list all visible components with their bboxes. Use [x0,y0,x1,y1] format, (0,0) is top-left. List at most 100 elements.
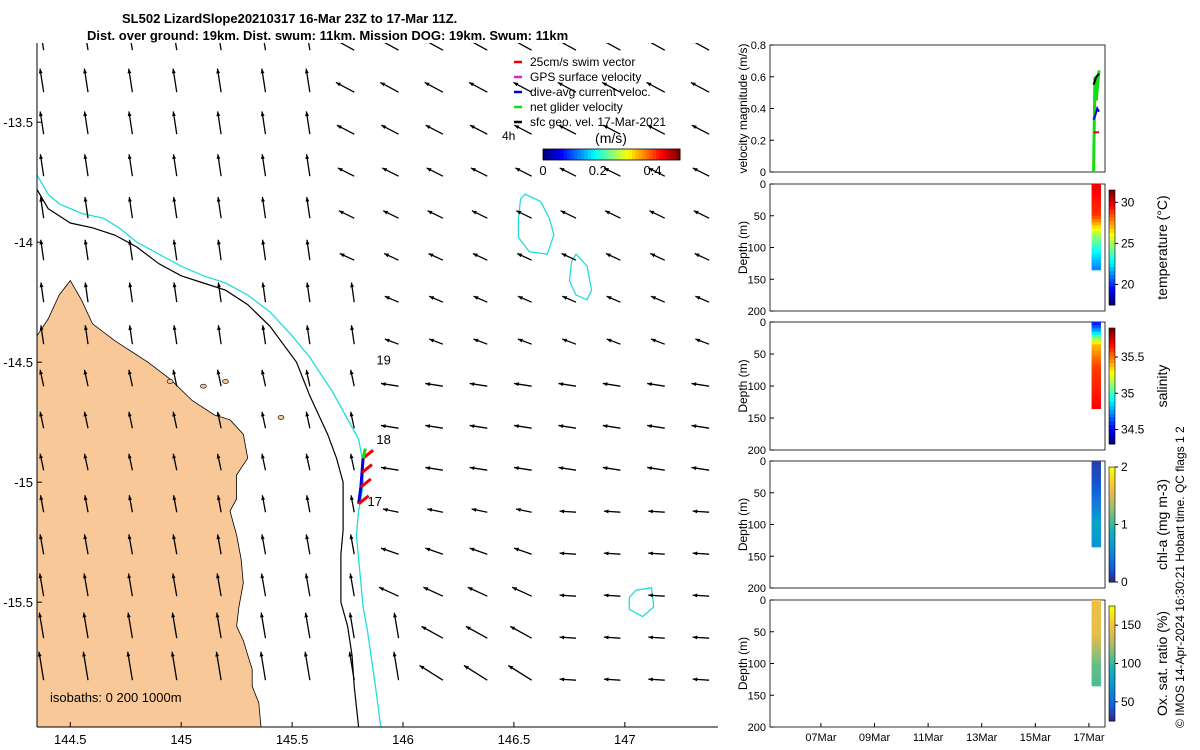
colorbar-tick-label: 20 [1121,277,1135,291]
panel-y-tick-label: 100 [748,243,766,255]
colorbar-segment [632,149,636,160]
colorbar-segment [1109,405,1115,410]
velocity-arrow [83,154,89,177]
velocity-arrow [515,508,532,513]
colorbar-segment [614,149,619,160]
velocity-arrow [428,252,444,261]
colorbar-segment [1109,709,1115,714]
colorbar-label: Ox. sat. ratio (%) [1154,611,1170,716]
velocity-arrow [513,466,532,471]
velocity-arrow [392,651,400,681]
velocity-arrow [393,612,400,639]
velocity-arrow [83,196,89,219]
velocity-arrow [261,369,267,387]
velocity-arrow [426,43,444,51]
velocity-arrow [260,612,267,639]
panel-frame [769,321,1106,451]
panel-y-tick-label: 0.2 [751,135,766,147]
velocity-arrow [260,534,267,555]
profile-cell [1091,209,1101,214]
colorbar-segment [1109,282,1115,287]
colorbar-segment [573,149,578,160]
velocity-arrow [517,338,532,345]
colorbar-segment [1109,547,1115,552]
velocity-arrow [560,210,577,219]
profile-cell [1091,247,1101,252]
velocity-arrow [473,338,488,345]
legend-label-gps: GPS surface velocity [530,70,641,84]
velocity-arrow [381,167,399,177]
velocity-arrow [384,338,399,345]
series-net_glider [1092,70,1101,173]
velocity-arrow [215,651,222,681]
profile-cell [1091,615,1101,620]
profile-cell [1091,212,1101,217]
isobath-1000m-contour [517,193,555,255]
velocity-arrow [38,573,45,597]
colorbar-segment [1109,474,1115,479]
title-line-2: Dist. over ground: 19km. Dist. swum: 11k… [87,28,569,43]
profile-cell [1091,603,1101,607]
velocity-arrow [425,124,444,135]
panel-y-tick-label: 100 [748,659,766,671]
velocity-arrow [421,625,444,639]
profile-cell [1091,492,1101,497]
velocity-arrow [692,43,710,51]
velocity-arrow [426,167,444,177]
net-glider-velocity [361,448,367,459]
profile-cell [1091,461,1101,465]
map-x-tick-label: 144.5 [54,732,87,747]
velocity-arrow [603,43,621,51]
velocity-arrow [469,424,488,429]
velocity-arrow [126,612,134,639]
profile-cell [1091,350,1101,355]
velocity-arrow [172,196,178,219]
colorbar-segment [1109,270,1115,275]
velocity-arrow [86,43,89,51]
profile-cell [1091,606,1101,611]
colorbar-segment [1109,436,1115,441]
profile-cell [1091,322,1101,326]
profile-cell [1091,489,1101,494]
velocity-arrow [303,651,311,681]
colorbar-segment [1109,386,1115,391]
profile-cell [1091,676,1101,680]
colorbar-segment [1109,285,1115,291]
reef-island [222,379,229,384]
velocity-arrow [260,573,267,597]
velocity-arrow [305,411,311,429]
colorbar-segment [560,149,565,160]
velocity-arrow [380,124,399,135]
colorbar-segment [1109,613,1115,618]
profile-cell [1091,376,1101,381]
profile-cell [1091,389,1101,393]
velocity-arrow [513,382,532,387]
velocity-arrow [513,81,532,93]
velocity-arrow [507,664,533,681]
colorbar-segment [1109,490,1115,495]
profile-cell [1091,225,1101,230]
profile-cell [1091,266,1101,271]
velocity-arrow [261,495,267,513]
colorbar-segment [618,149,623,160]
velocity-arrow [465,625,488,639]
time-tick-label: 13Mar [966,732,998,744]
velocity-arrow [335,81,355,93]
velocity-arrow [514,124,532,135]
velocity-arrow [83,495,89,513]
velocity-arrow [338,210,355,219]
isobath-legend-label: isobaths: 0 200 1000m [50,690,182,705]
velocity-arrow [37,651,45,681]
velocity-arrow [339,252,355,261]
colorbar-segment [1109,663,1115,668]
colorbar-segment [604,149,609,160]
colorbar-segment [1109,698,1115,703]
map-x-tick-label: 146.5 [498,732,531,747]
colorbar-segment [1109,478,1115,483]
velocity-arrow [647,124,666,135]
colorbar-segment [1109,420,1115,426]
velocity-arrow [647,424,665,429]
velocity-arrow [605,252,621,261]
colorbar-segment [1109,678,1115,684]
